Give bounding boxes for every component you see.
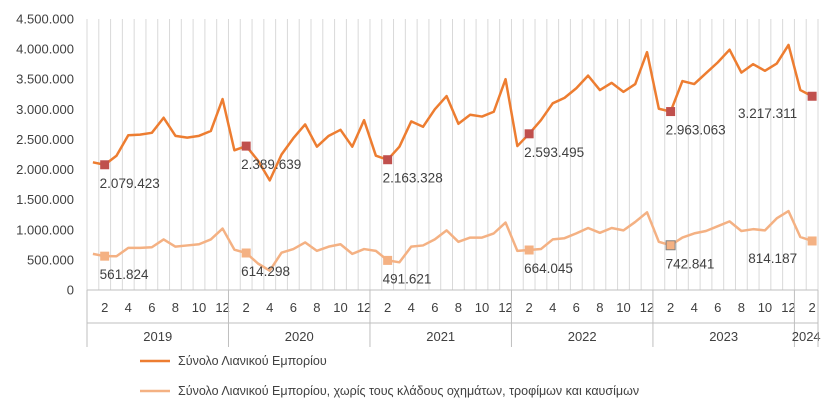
x-tick-label: 4	[125, 300, 132, 315]
legend-label-series-2: Σύνολο Λιανικού Εμπορίου, χωρίς τους κλά…	[178, 384, 639, 398]
data-point-marker	[383, 155, 393, 165]
x-tick-label: 6	[148, 300, 155, 315]
x-tick-label: 2	[526, 300, 533, 315]
x-tick-label: 2	[667, 300, 674, 315]
year-label: 2021	[426, 329, 455, 344]
data-label: 2.079.423	[100, 176, 160, 191]
year-label: 2020	[285, 329, 314, 344]
data-label-layer: 2.079.423 2.389.639 2.163.328 2.593.495 2.96…	[100, 106, 797, 286]
year-label: 2024	[792, 329, 821, 344]
data-point-marker	[383, 255, 393, 265]
data-label: 742.841	[666, 256, 715, 271]
x-tick-label: 10	[333, 300, 347, 315]
x-tick-label: 12	[640, 300, 654, 315]
x-tick-label: 4	[266, 300, 273, 315]
x-tick-label: 8	[172, 300, 179, 315]
legend: Σύνολο Λιανικού Εμπορίου Σύνολο Λιανικού…	[140, 354, 639, 398]
data-point-marker	[241, 141, 251, 151]
series-layer	[92, 43, 817, 272]
data-label: 614.298	[241, 264, 290, 279]
data-point-marker	[100, 251, 110, 261]
year-label: 2022	[568, 329, 597, 344]
data-point-marker	[665, 240, 676, 251]
data-label: 2.963.063	[666, 123, 726, 138]
legend-label-series-1: Σύνολο Λιανικού Εμπορίου	[178, 354, 327, 368]
y-tick-label: 1.000.000	[16, 222, 74, 237]
x-tick-label: 6	[573, 300, 580, 315]
data-point-marker	[100, 160, 110, 170]
data-label: 3.217.311	[738, 106, 797, 121]
y-tick-label: 2.000.000	[16, 162, 74, 177]
data-label: 491.621	[383, 271, 432, 286]
y-tick-label: 4.500.000	[16, 12, 74, 27]
series-line-2	[92, 209, 813, 272]
x-tick-label: 8	[596, 300, 603, 315]
x-tick-label: 6	[431, 300, 438, 315]
x-tick-label: 10	[758, 300, 772, 315]
data-label: 2.389.639	[241, 157, 301, 172]
x-tick-label: 8	[738, 300, 745, 315]
y-tick-label: 1.500.000	[16, 192, 74, 207]
y-tick-label: 3.500.000	[16, 72, 74, 87]
x-tick-label: 12	[357, 300, 371, 315]
axis-layer: 0 500.000 1.000.000 1.500.000 2.000.000 2.500…	[16, 12, 821, 347]
data-label: 664.045	[524, 261, 573, 276]
data-point-marker	[241, 248, 251, 258]
y-tick-label: 2.500.000	[16, 132, 74, 147]
data-point-marker	[666, 107, 676, 117]
x-tick-label: 4	[691, 300, 698, 315]
x-tick-label: 4	[408, 300, 415, 315]
data-label: 2.593.495	[524, 145, 584, 160]
year-label: 2019	[143, 329, 172, 344]
x-tick-label: 8	[455, 300, 462, 315]
y-tick-label: 500.000	[27, 252, 74, 267]
x-tick-label: 12	[781, 300, 795, 315]
data-point-marker	[807, 236, 817, 246]
x-tick-label: 6	[290, 300, 297, 315]
x-tick-label: 12	[498, 300, 512, 315]
x-tick-label: 2	[101, 300, 108, 315]
year-label: 2023	[709, 329, 738, 344]
data-label: 561.824	[100, 267, 149, 282]
data-point-marker	[807, 91, 817, 101]
data-label: 2.163.328	[383, 171, 443, 186]
x-tick-label: 6	[714, 300, 721, 315]
y-tick-label: 0	[67, 283, 74, 298]
x-tick-label: 2	[808, 300, 815, 315]
x-tick-label: 10	[192, 300, 206, 315]
x-tick-label: 8	[313, 300, 320, 315]
series-line-1	[92, 43, 813, 182]
x-tick-label: 12	[215, 300, 229, 315]
data-label: 814.187	[748, 251, 797, 266]
data-point-marker	[524, 245, 534, 255]
x-tick-label: 10	[475, 300, 489, 315]
y-tick-label: 3.000.000	[16, 102, 74, 117]
x-tick-label: 10	[616, 300, 630, 315]
data-point-marker	[524, 129, 534, 139]
x-tick-label: 2	[384, 300, 391, 315]
x-tick-label: 4	[549, 300, 556, 315]
y-tick-label: 4.000.000	[16, 42, 74, 57]
x-tick-label: 2	[243, 300, 250, 315]
